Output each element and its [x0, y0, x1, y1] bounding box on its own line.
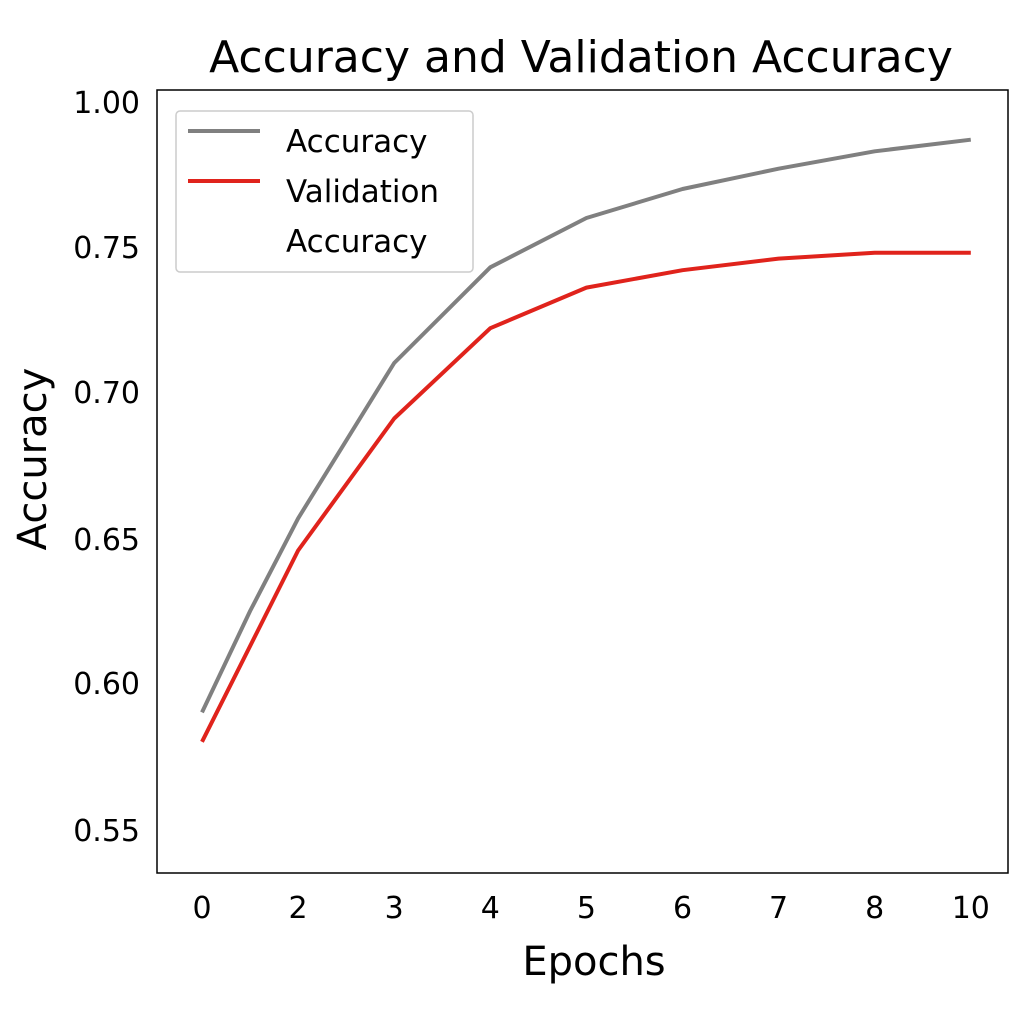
y-tick-label: 0.60 [73, 667, 140, 702]
chart-title: Accuracy and Validation Accuracy [209, 32, 953, 83]
y-tick-label: 0.65 [73, 523, 140, 558]
legend-entries: Accuracy Validation Accuracy [188, 124, 439, 260]
x-tick-labels: 0 2 3 4 5 6 7 8 10 [192, 891, 989, 926]
x-tick-label: 7 [769, 891, 788, 926]
y-tick-label: 0.75 [73, 231, 140, 266]
series-line-2 [200, 250, 971, 743]
legend: Accuracy Validation Accuracy [175, 110, 474, 273]
series-line-1 [200, 137, 972, 714]
legend-box [175, 110, 474, 273]
x-tick-label: 10 [952, 891, 990, 926]
x-axis-label: Epochs [522, 939, 665, 985]
y-tick-label: 0.55 [73, 814, 140, 849]
series-group [200, 137, 972, 743]
x-tick-label: 4 [481, 891, 500, 926]
x-tick-label: 6 [673, 891, 692, 926]
x-tick-label: 5 [577, 891, 596, 926]
x-tick-label: 0 [192, 891, 211, 926]
y-tick-labels: 0.55 0.60 0.65 0.70 0.75 1.00 [73, 86, 140, 849]
x-tick-label: 3 [385, 891, 404, 926]
x-tick-label: 8 [865, 891, 884, 926]
y-tick-label: 1.00 [73, 86, 140, 121]
legend-label: Accuracy [286, 224, 428, 260]
y-tick-label: 0.70 [73, 376, 140, 411]
y-axis-label: Accuracy [10, 368, 56, 551]
legend-label: Accuracy [286, 124, 428, 160]
legend-label: Validation [286, 174, 439, 210]
x-tick-label: 2 [289, 891, 308, 926]
